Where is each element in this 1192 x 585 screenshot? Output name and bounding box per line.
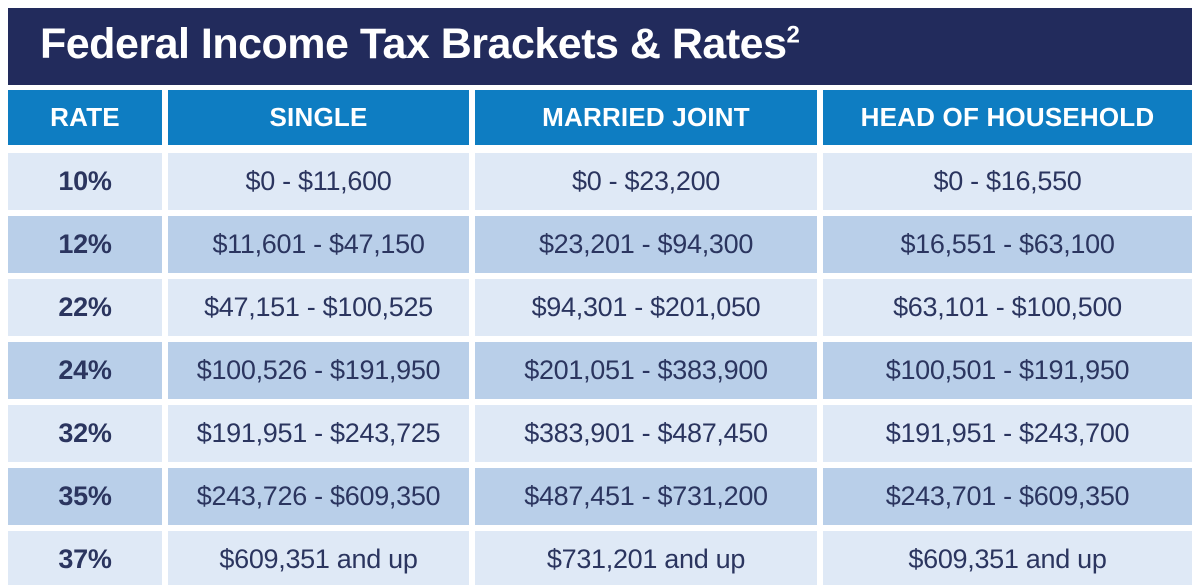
married-joint-range-cell: $23,201 - $94,300: [475, 216, 817, 273]
single-range-cell: $243,726 - $609,350: [168, 468, 469, 525]
married-joint-range-cell: $201,051 - $383,900: [475, 342, 817, 399]
single-range-cell: $0 - $11,600: [168, 153, 469, 210]
head-of-household-range-cell: $100,501 - $191,950: [823, 342, 1192, 399]
single-range-cell: $609,351 and up: [168, 531, 469, 585]
column-header-married-joint: MARRIED JOINT: [475, 90, 817, 145]
single-range-cell: $47,151 - $100,525: [168, 279, 469, 336]
married-joint-range-cell: $731,201 and up: [475, 531, 817, 585]
head-of-household-range-cell: $16,551 - $63,100: [823, 216, 1192, 273]
head-of-household-range-cell: $63,101 - $100,500: [823, 279, 1192, 336]
title-superscript: 2: [786, 21, 800, 49]
married-joint-range-cell: $383,901 - $487,450: [475, 405, 817, 462]
head-of-household-range-cell: $0 - $16,550: [823, 153, 1192, 210]
married-joint-range-cell: $0 - $23,200: [475, 153, 817, 210]
column-header-head-of-household: HEAD OF HOUSEHOLD: [823, 90, 1192, 145]
title-bar: Federal Income Tax Brackets & Rates2: [8, 8, 1192, 85]
married-joint-range-cell: $94,301 - $201,050: [475, 279, 817, 336]
single-range-cell: $11,601 - $47,150: [168, 216, 469, 273]
column-header-rate: RATE: [8, 90, 162, 145]
rate-cell: 12%: [8, 216, 162, 273]
married-joint-range-cell: $487,451 - $731,200: [475, 468, 817, 525]
head-of-household-range-cell: $609,351 and up: [823, 531, 1192, 585]
single-range-cell: $100,526 - $191,950: [168, 342, 469, 399]
single-range-cell: $191,951 - $243,725: [168, 405, 469, 462]
page-title: Federal Income Tax Brackets & Rates2: [40, 20, 800, 70]
rate-cell: 24%: [8, 342, 162, 399]
head-of-household-range-cell: $243,701 - $609,350: [823, 468, 1192, 525]
rate-cell: 32%: [8, 405, 162, 462]
tax-brackets-table: RATE SINGLE MARRIED JOINT HEAD OF HOUSEH…: [8, 90, 1192, 585]
rate-cell: 35%: [8, 468, 162, 525]
rate-cell: 22%: [8, 279, 162, 336]
rate-cell: 37%: [8, 531, 162, 585]
head-of-household-range-cell: $191,951 - $243,700: [823, 405, 1192, 462]
page-title-text: Federal Income Tax Brackets & Rates: [40, 20, 787, 68]
rate-cell: 10%: [8, 153, 162, 210]
column-header-single: SINGLE: [168, 90, 469, 145]
